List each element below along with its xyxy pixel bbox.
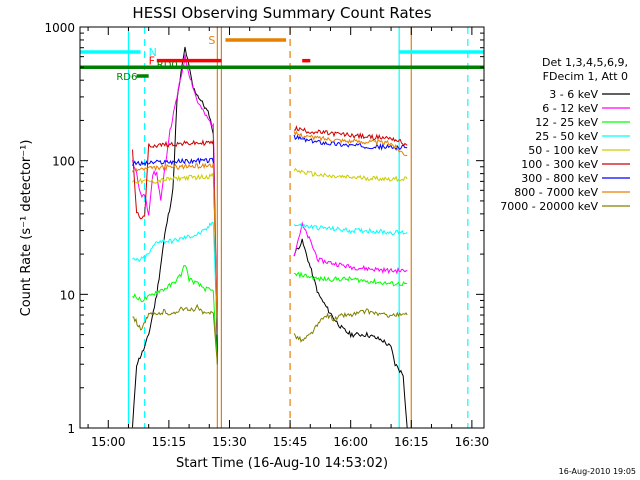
chart-title: HESSI Observing Summary Count Rates: [132, 4, 431, 22]
series-6-12-kev-segment-0: [132, 54, 218, 335]
series-7000-20000-kev-segment-0: [132, 303, 218, 365]
legend-label-50-100-kev: 50 - 100 keV: [528, 144, 598, 157]
status-bar-label-s: S: [208, 34, 215, 47]
series-6-12-kev-segment-1: [293, 221, 408, 275]
legend-label-300-800-kev: 300 - 800 keV: [521, 172, 598, 185]
legend-label-7000-20000-kev: 7000 - 20000 keV: [500, 200, 598, 213]
series-800-7000-kev-segment-0: [132, 162, 218, 335]
series-100-300-kev-segment-0: [132, 139, 218, 335]
status-bar-label-rd0: RD0: [157, 60, 178, 71]
y-tick-label-3: 1000: [44, 21, 75, 35]
legend-label-6-12-kev: 6 - 12 keV: [542, 102, 598, 115]
legend-label-12-25-kev: 12 - 25 keV: [535, 116, 598, 129]
x-tick-label-5: 16:15: [394, 435, 429, 449]
x-tick-label-4: 16:00: [333, 435, 368, 449]
series-100-300-kev-segment-1: [294, 125, 408, 147]
legend-label-800-7000-kev: 800 - 7000 keV: [514, 186, 598, 199]
series-7000-20000-kev-segment-1: [293, 308, 408, 343]
status-bar-label-n: N: [149, 46, 157, 59]
generated-timestamp: 16-Aug-2010 19:05: [559, 467, 636, 476]
series-300-800-kev-segment-1: [293, 134, 408, 151]
plot-frame: [79, 26, 485, 429]
legend-label-25-50-kev: 25 - 50 keV: [535, 130, 598, 143]
x-tick-label-1: 15:15: [152, 435, 187, 449]
status-bar-label-f: F: [149, 55, 155, 68]
series-800-7000-kev-segment-1: [293, 130, 408, 157]
y-tick-label-2: 100: [52, 155, 75, 169]
series-12-25-kev-segment-0: [132, 265, 218, 365]
y-axis-label: Count Rate (s⁻¹ detector⁻¹): [19, 140, 34, 317]
x-tick-label-0: 15:00: [91, 435, 126, 449]
x-tick-label-3: 15:45: [273, 435, 308, 449]
x-axis-label: Start Time (16-Aug-10 14:53:02): [176, 456, 388, 471]
series-3-6-kev-segment-0: [132, 46, 218, 428]
x-tick-label-6: 16:30: [455, 435, 490, 449]
series-300-800-kev-segment-0: [132, 157, 218, 335]
series-25-50-kev-segment-1: [293, 223, 408, 236]
legend-label-100-300-kev: 100 - 300 keV: [521, 158, 598, 171]
series-3-6-kev-segment-1: [293, 238, 408, 429]
legend-header-line-2: FDecim 1, Att 0: [543, 70, 628, 83]
x-tick-label-2: 15:30: [212, 435, 247, 449]
series-25-50-kev-segment-0: [132, 221, 218, 335]
status-bar-label-rd6: RD6: [116, 72, 137, 83]
legend-header-line-1: Det 1,3,4,5,6,9,: [542, 56, 628, 69]
y-tick-label-0: 1: [67, 422, 75, 436]
legend-label-3-6-kev: 3 - 6 keV: [549, 88, 598, 101]
series-50-100-kev-segment-1: [293, 167, 408, 183]
series-12-25-kev-segment-1: [293, 271, 408, 287]
y-tick-label-1: 10: [60, 288, 75, 302]
